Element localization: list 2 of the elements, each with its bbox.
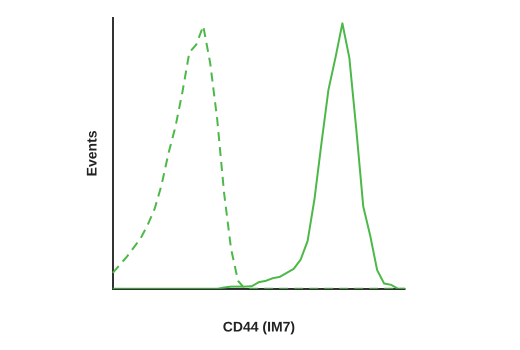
y-axis-title: Events xyxy=(83,130,100,176)
x-axis-title: CD44 (IM7) xyxy=(222,318,296,334)
